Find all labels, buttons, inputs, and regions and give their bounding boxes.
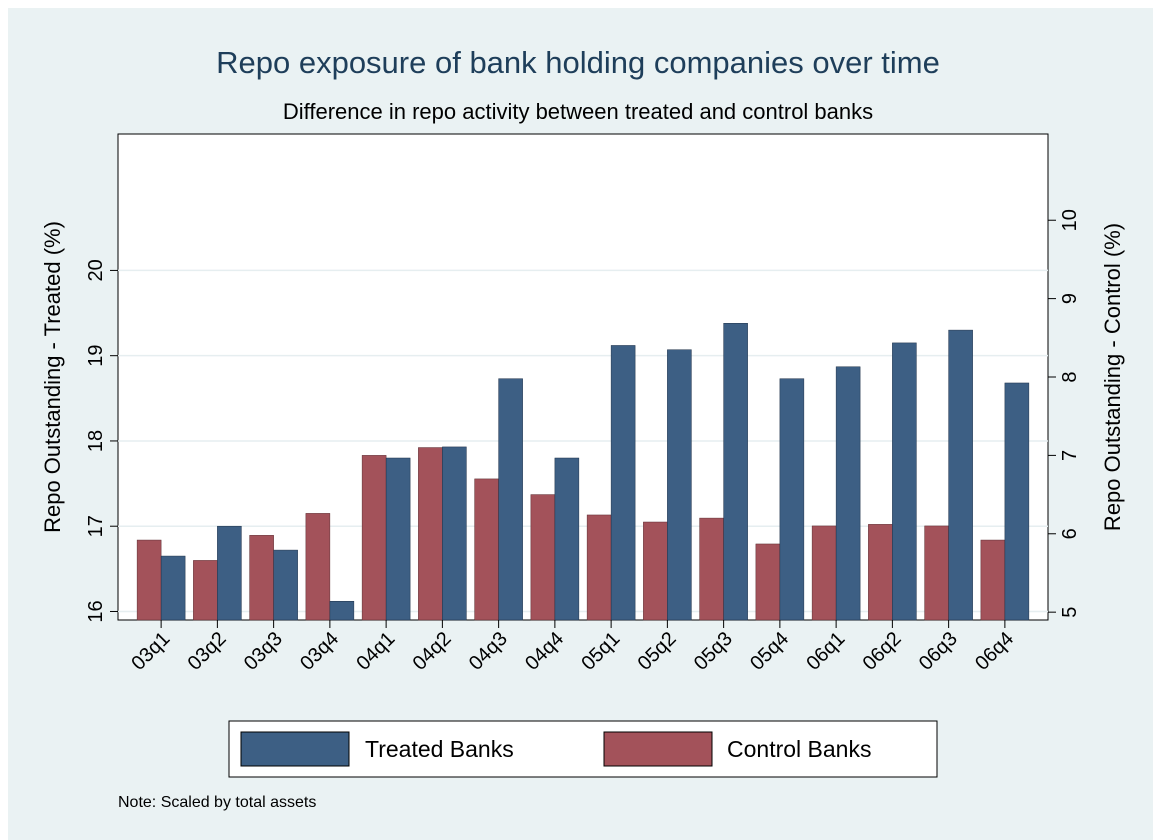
- category-label: 03q1: [127, 628, 174, 675]
- right-axis-ticks: 5 6 7 8 9 10: [1048, 209, 1081, 618]
- bar-control-05q3: [699, 517, 724, 621]
- bar-treated-05q1: [610, 345, 636, 621]
- bar-control-05q4: [755, 543, 781, 621]
- bar-control-03q2: [193, 560, 218, 621]
- category-label: 03q4: [296, 628, 343, 675]
- right-tick-label: 5: [1059, 607, 1081, 618]
- bar-control-03q4: [305, 513, 331, 621]
- category-label: 03q2: [184, 628, 231, 675]
- category-label: 05q4: [746, 628, 793, 675]
- category-axis-ticks: 03q1 03q2 03q3 03q4 04q1 04q2 04q3 04q4 05q1 05q2…: [127, 620, 1018, 675]
- category-label: 06q1: [802, 628, 849, 675]
- chart-note: Note: Scaled by total assets: [118, 794, 316, 811]
- category-label: 06q4: [971, 628, 1018, 675]
- category-label: 06q2: [859, 628, 906, 675]
- right-tick-label: 10: [1059, 209, 1081, 231]
- bar-control-06q3: [924, 525, 949, 621]
- left-axis-title: Repo Outstanding - Treated (%): [40, 221, 65, 533]
- bar-treated-05q2: [667, 349, 692, 621]
- right-tick-label: 8: [1059, 371, 1081, 382]
- legend-label-treated: Treated Banks: [365, 736, 514, 762]
- legend-label-control: Control Banks: [727, 736, 871, 762]
- bar-control-06q1: [811, 525, 837, 621]
- bar-treated-04q2: [442, 446, 467, 621]
- legend: Treated Banks Control Banks: [228, 720, 938, 778]
- bar-control-04q2: [418, 447, 443, 621]
- category-label: 05q2: [634, 628, 681, 675]
- bar-treated-03q2: [217, 525, 242, 621]
- bar-treated-04q3: [498, 378, 523, 621]
- bar-treated-06q1: [835, 366, 861, 621]
- category-label: 04q4: [521, 628, 568, 675]
- left-axis-ticks: 16 17 18 19 20: [85, 259, 118, 623]
- chart-figure: Repo exposure of bank holding companies …: [8, 8, 1153, 840]
- right-tick-label: 7: [1059, 450, 1081, 461]
- bar-control-06q4: [980, 539, 1006, 621]
- bars: [136, 323, 1030, 621]
- left-tick-label: 20: [85, 259, 107, 281]
- bar-treated-04q1: [385, 457, 411, 621]
- category-label: 05q1: [577, 628, 624, 675]
- category-label: 03q3: [240, 628, 287, 675]
- bar-control-03q1: [136, 539, 162, 621]
- left-tick-label: 18: [85, 430, 107, 452]
- bar-control-03q3: [249, 535, 274, 621]
- bar-treated-05q4: [779, 378, 805, 621]
- bar-treated-04q4: [554, 457, 580, 621]
- bar-treated-06q3: [948, 329, 973, 621]
- bar-control-05q2: [643, 521, 668, 621]
- bar-treated-03q4: [329, 600, 355, 621]
- category-label: 04q3: [465, 628, 512, 675]
- left-tick-label: 17: [85, 515, 107, 537]
- right-tick-label: 6: [1059, 528, 1081, 539]
- category-label: 06q3: [915, 628, 962, 675]
- bar-treated-06q4: [1004, 382, 1030, 621]
- category-label: 05q3: [690, 628, 737, 675]
- chart-title: Repo exposure of bank holding companies …: [216, 45, 940, 80]
- left-tick-label: 16: [85, 600, 107, 622]
- right-tick-label: 9: [1059, 293, 1081, 304]
- category-label: 04q2: [409, 628, 456, 675]
- legend-swatch-control: [603, 731, 713, 767]
- bar-control-04q1: [361, 455, 387, 621]
- bar-control-04q4: [530, 494, 556, 621]
- chart-svg: Repo exposure of bank holding companies …: [40, 45, 1125, 811]
- bar-treated-06q2: [892, 342, 917, 621]
- bar-treated-03q3: [273, 549, 298, 621]
- left-tick-label: 19: [85, 345, 107, 367]
- right-axis-title: Repo Outstanding - Control (%): [1100, 223, 1125, 531]
- bar-treated-03q1: [160, 555, 186, 621]
- chart-subtitle: Difference in repo activity between trea…: [283, 99, 873, 124]
- bar-control-04q3: [474, 478, 499, 621]
- bar-control-05q1: [586, 514, 612, 621]
- legend-swatch-treated: [240, 731, 350, 767]
- bar-treated-05q3: [723, 323, 748, 621]
- category-label: 04q1: [352, 628, 399, 675]
- bar-control-06q2: [868, 524, 893, 621]
